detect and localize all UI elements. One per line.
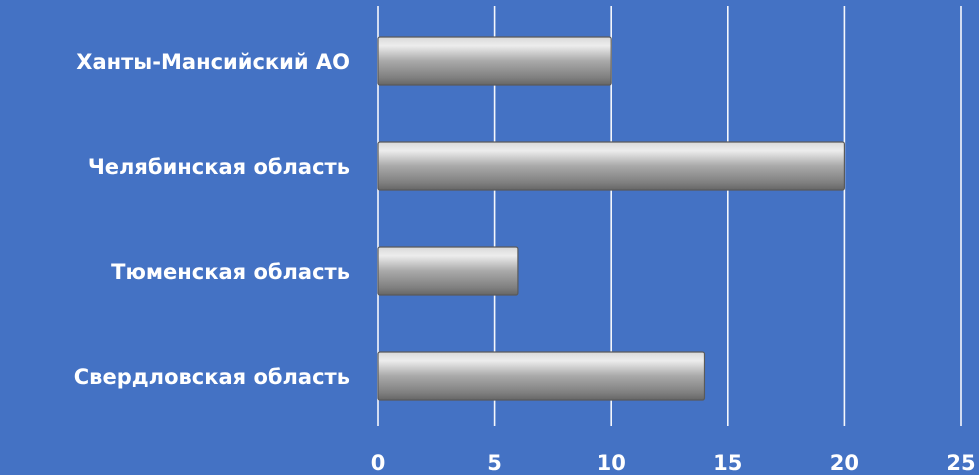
x-tick-label: 0	[371, 451, 386, 475]
category-label: Челябинская область	[88, 155, 350, 179]
bar	[377, 246, 519, 296]
bar	[377, 36, 612, 86]
category-label: Ханты-Мансийский АО	[76, 50, 350, 74]
bars	[377, 36, 845, 401]
x-tick-label: 10	[597, 451, 626, 475]
x-tick-label: 15	[713, 451, 742, 475]
x-tick-label: 25	[946, 451, 975, 475]
category-labels: Ханты-Мансийский АО Челябинская область Тю…	[74, 50, 350, 389]
bar	[377, 141, 845, 191]
x-tick-label: 20	[830, 451, 859, 475]
category-label: Свердловская область	[74, 365, 350, 389]
category-label: Тюменская область	[111, 260, 350, 284]
x-axis-tick-labels: 0 5 10 15 20 25	[371, 451, 976, 475]
x-tick-label: 5	[487, 451, 502, 475]
bar	[377, 351, 706, 401]
